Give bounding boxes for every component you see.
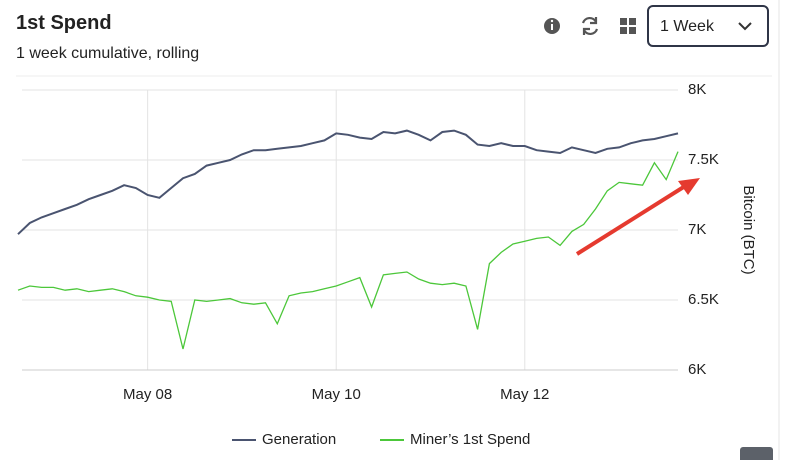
range-dropdown[interactable]: 1 Week	[647, 5, 769, 47]
y-tick-label: 8K	[688, 81, 706, 98]
refresh-icon[interactable]	[581, 16, 599, 36]
corner-button[interactable]	[740, 447, 773, 460]
arrow-head	[678, 178, 700, 195]
legend-label[interactable]: Generation	[262, 431, 336, 448]
y-axis-label: Bitcoin (BTC)	[740, 185, 757, 274]
arrow	[575, 181, 692, 256]
series-line	[17, 151, 679, 350]
info-icon[interactable]	[544, 18, 560, 34]
legend-label[interactable]: Miner’s 1st Spend	[410, 431, 530, 448]
y-tick-label: 6.5K	[688, 291, 719, 308]
y-tick-label: 7.5K	[688, 151, 719, 168]
x-tick-label: May 12	[500, 386, 549, 403]
series-line	[17, 129, 679, 235]
subtitle: 1 week cumulative, rolling	[16, 45, 199, 62]
x-tick-label: May 10	[312, 386, 361, 403]
layout-icon[interactable]	[620, 18, 636, 34]
plot: 6K 6.5K 7K 7.5K 8K May 08 May 10 May 12	[17, 81, 719, 403]
y-tick-label: 6K	[688, 361, 706, 378]
y-tick-label: 7K	[688, 221, 706, 238]
x-tick-label: May 08	[123, 386, 172, 403]
range-value[interactable]: 1 Week	[660, 18, 715, 35]
title: 1st Spend	[16, 12, 112, 34]
